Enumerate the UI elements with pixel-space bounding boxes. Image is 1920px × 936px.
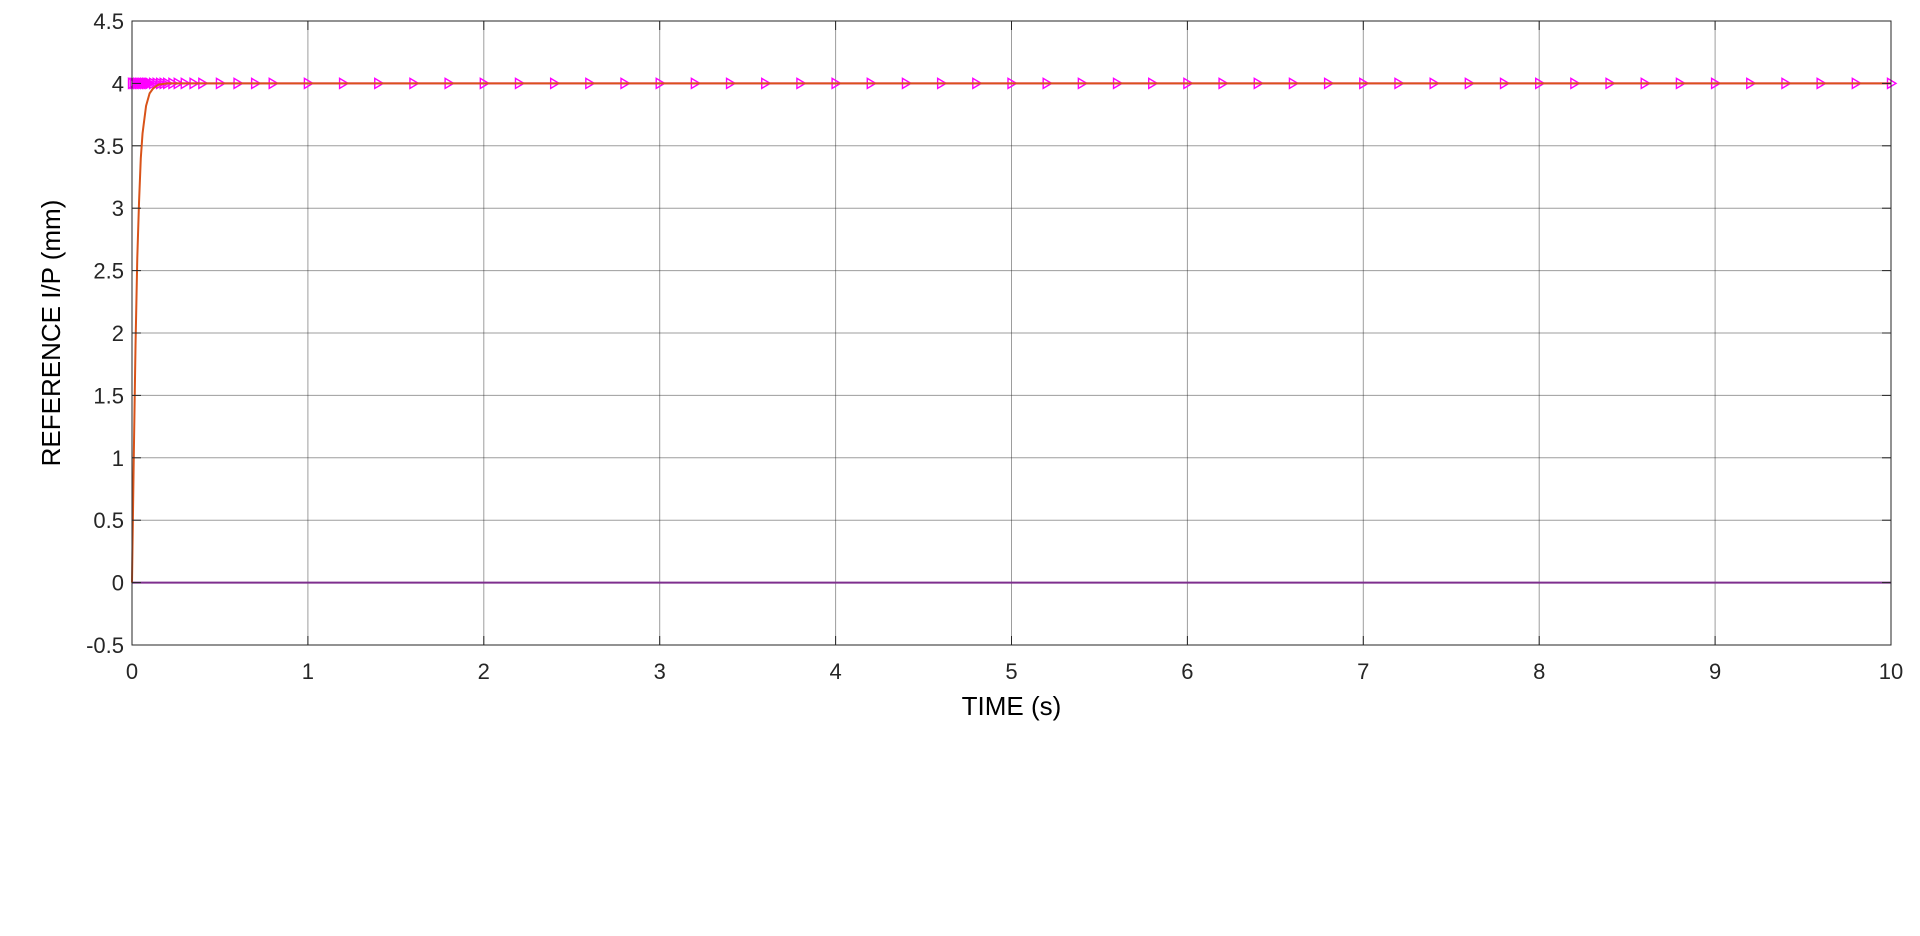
series-0 <box>131 82 1891 583</box>
x-tick-label: 7 <box>1357 659 1369 684</box>
y-tick-label: -0.5 <box>86 633 124 658</box>
x-tick-label: 8 <box>1533 659 1545 684</box>
plot-area-background <box>132 21 1891 645</box>
y-tick-label: 2.5 <box>93 259 124 284</box>
x-tick-label: 2 <box>478 659 490 684</box>
x-tick-label: 3 <box>654 659 666 684</box>
series-marker <box>143 77 155 90</box>
data-series <box>127 77 1898 584</box>
series-marker <box>148 77 160 90</box>
series-line <box>131 82 1891 583</box>
y-tick-label: 1.5 <box>93 383 124 408</box>
series-marker <box>129 77 141 90</box>
x-tick-label: 9 <box>1709 659 1721 684</box>
axis-ticks: 0 1 2 3 4 5 6 7 8 9 10-0.500.511.522.533.544.5 <box>86 9 1903 684</box>
y-tick-label: 1 <box>112 446 124 471</box>
series-marker <box>127 77 139 90</box>
y-tick-label: 4.5 <box>93 9 124 34</box>
y-tick-label: 0 <box>112 571 124 596</box>
y-tick-label: 0.5 <box>93 508 124 533</box>
x-tick-label: 6 <box>1181 659 1193 684</box>
x-axis-title: TIME (s) <box>962 691 1062 721</box>
y-tick-label: 2 <box>112 321 124 346</box>
y-tick-label: 3 <box>112 196 124 221</box>
y-axis-title: REFERENCE I/P (mm) <box>36 200 66 467</box>
x-tick-label: 10 <box>1879 659 1903 684</box>
series-marker <box>155 77 167 90</box>
series-marker <box>145 77 156 90</box>
y-tick-label: 4 <box>112 71 124 96</box>
y-tick-label: 3.5 <box>93 134 124 159</box>
x-tick-label: 1 <box>302 659 314 684</box>
series-marker <box>141 77 153 90</box>
x-tick-label: 5 <box>1005 659 1017 684</box>
x-tick-label: 0 <box>126 659 138 684</box>
x-tick-label: 4 <box>829 659 841 684</box>
